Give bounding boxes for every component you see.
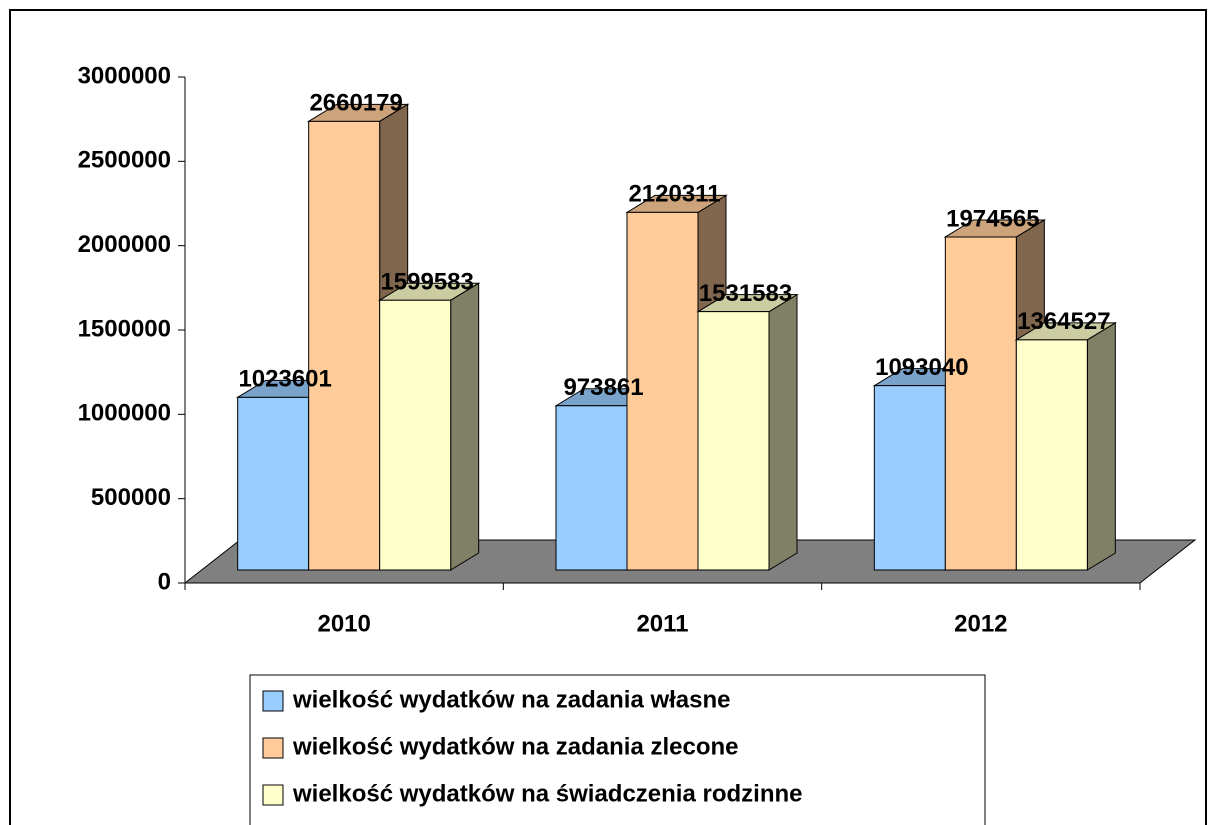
bar bbox=[696, 293, 799, 571]
legend-label: wielkość wydatków na zadania własne bbox=[292, 686, 731, 713]
bar-side bbox=[450, 282, 480, 571]
y-tick-label: 3000000 bbox=[78, 62, 171, 89]
bar-front bbox=[944, 236, 1017, 571]
data-label: 1364527 bbox=[1017, 308, 1110, 335]
data-label: 1531583 bbox=[699, 280, 792, 307]
legend-swatch bbox=[262, 690, 284, 712]
bar-front bbox=[379, 299, 452, 571]
legend-label: wielkość wydatków na świadczenia rodzinn… bbox=[292, 780, 802, 807]
data-label: 2660179 bbox=[309, 90, 402, 117]
data-label: 1974565 bbox=[946, 205, 1039, 232]
legend-swatch bbox=[262, 784, 284, 806]
data-label: 973861 bbox=[563, 374, 643, 401]
bar-front bbox=[697, 311, 770, 571]
bar-front bbox=[308, 120, 381, 571]
data-label: 1093040 bbox=[875, 354, 968, 381]
bar-front bbox=[237, 396, 310, 571]
bar-side bbox=[1086, 321, 1116, 571]
x-tick-label: 2010 bbox=[317, 610, 370, 637]
x-tick-label: 2012 bbox=[954, 610, 1007, 637]
legend-swatch bbox=[262, 737, 284, 759]
y-tick-label: 1500000 bbox=[78, 315, 171, 342]
data-label: 1599583 bbox=[380, 269, 473, 296]
y-tick-label: 2500000 bbox=[78, 147, 171, 174]
x-tick-label: 2011 bbox=[636, 610, 688, 637]
bar-side bbox=[768, 293, 798, 571]
bar-front bbox=[555, 405, 628, 571]
data-label: 1023601 bbox=[238, 366, 331, 393]
legend-label: wielkość wydatków na zadania zlecone bbox=[292, 733, 739, 760]
data-label: 2120311 bbox=[628, 181, 720, 208]
y-tick-label: 1000000 bbox=[78, 400, 171, 427]
bar bbox=[1014, 321, 1118, 571]
y-tick-label: 0 bbox=[158, 568, 171, 595]
legend-box bbox=[249, 674, 986, 825]
bar-front bbox=[873, 385, 946, 571]
y-tick-label: 500000 bbox=[91, 484, 171, 511]
bar bbox=[377, 282, 481, 571]
y-tick-label: 2000000 bbox=[78, 231, 171, 258]
bar-front bbox=[1015, 339, 1088, 571]
